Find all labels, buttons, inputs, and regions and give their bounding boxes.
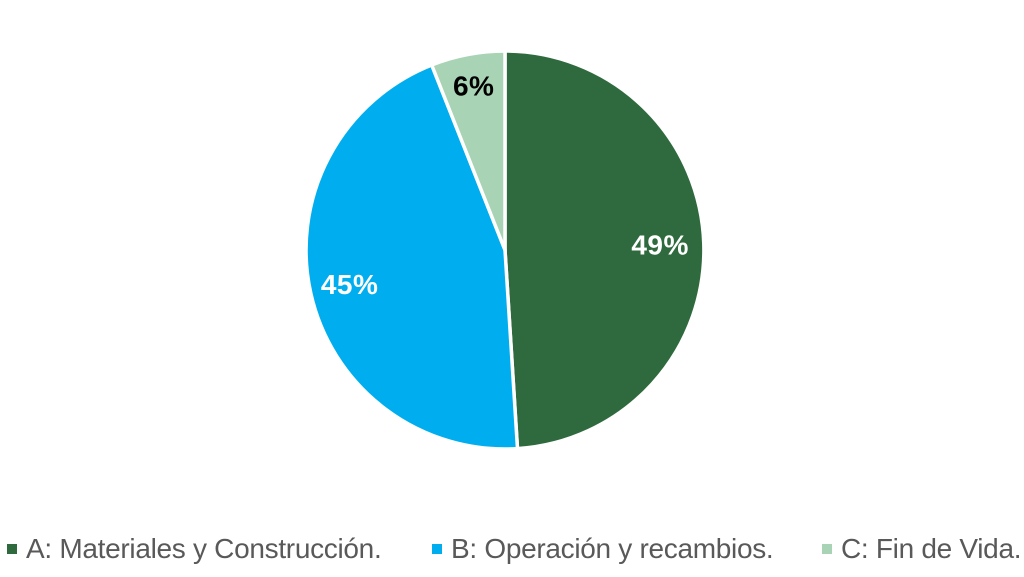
legend-label-operacion: B: Operación y recambios. (451, 533, 774, 564)
legend-swatch-materiales-icon (7, 544, 17, 554)
legend-item-materiales: A: Materiales y Construcción. (7, 527, 382, 571)
legend-label-fin-de-vida: C: Fin de Vida. (841, 533, 1022, 564)
pie-slice-value-label-c: 6% (453, 70, 494, 101)
legend-swatch-fin-de-vida-icon (822, 544, 832, 554)
legend-item-operacion: B: Operación y recambios. (432, 527, 774, 571)
pie-slice-b (304, 63, 520, 451)
legend-swatch-operacion-icon (432, 544, 442, 554)
pie-slice-value-label-b: 45% (321, 269, 379, 300)
legend-item-fin-de-vida: C: Fin de Vida. (822, 527, 1022, 571)
pie-slice-value-label-a: 49% (631, 230, 689, 261)
legend-label-materiales: A: Materiales y Construcción. (26, 533, 382, 564)
pie-slice-a (503, 49, 706, 451)
pie-slice-c (429, 49, 507, 252)
legend: A: Materiales y Construcción. B: Operaci… (0, 527, 1024, 571)
